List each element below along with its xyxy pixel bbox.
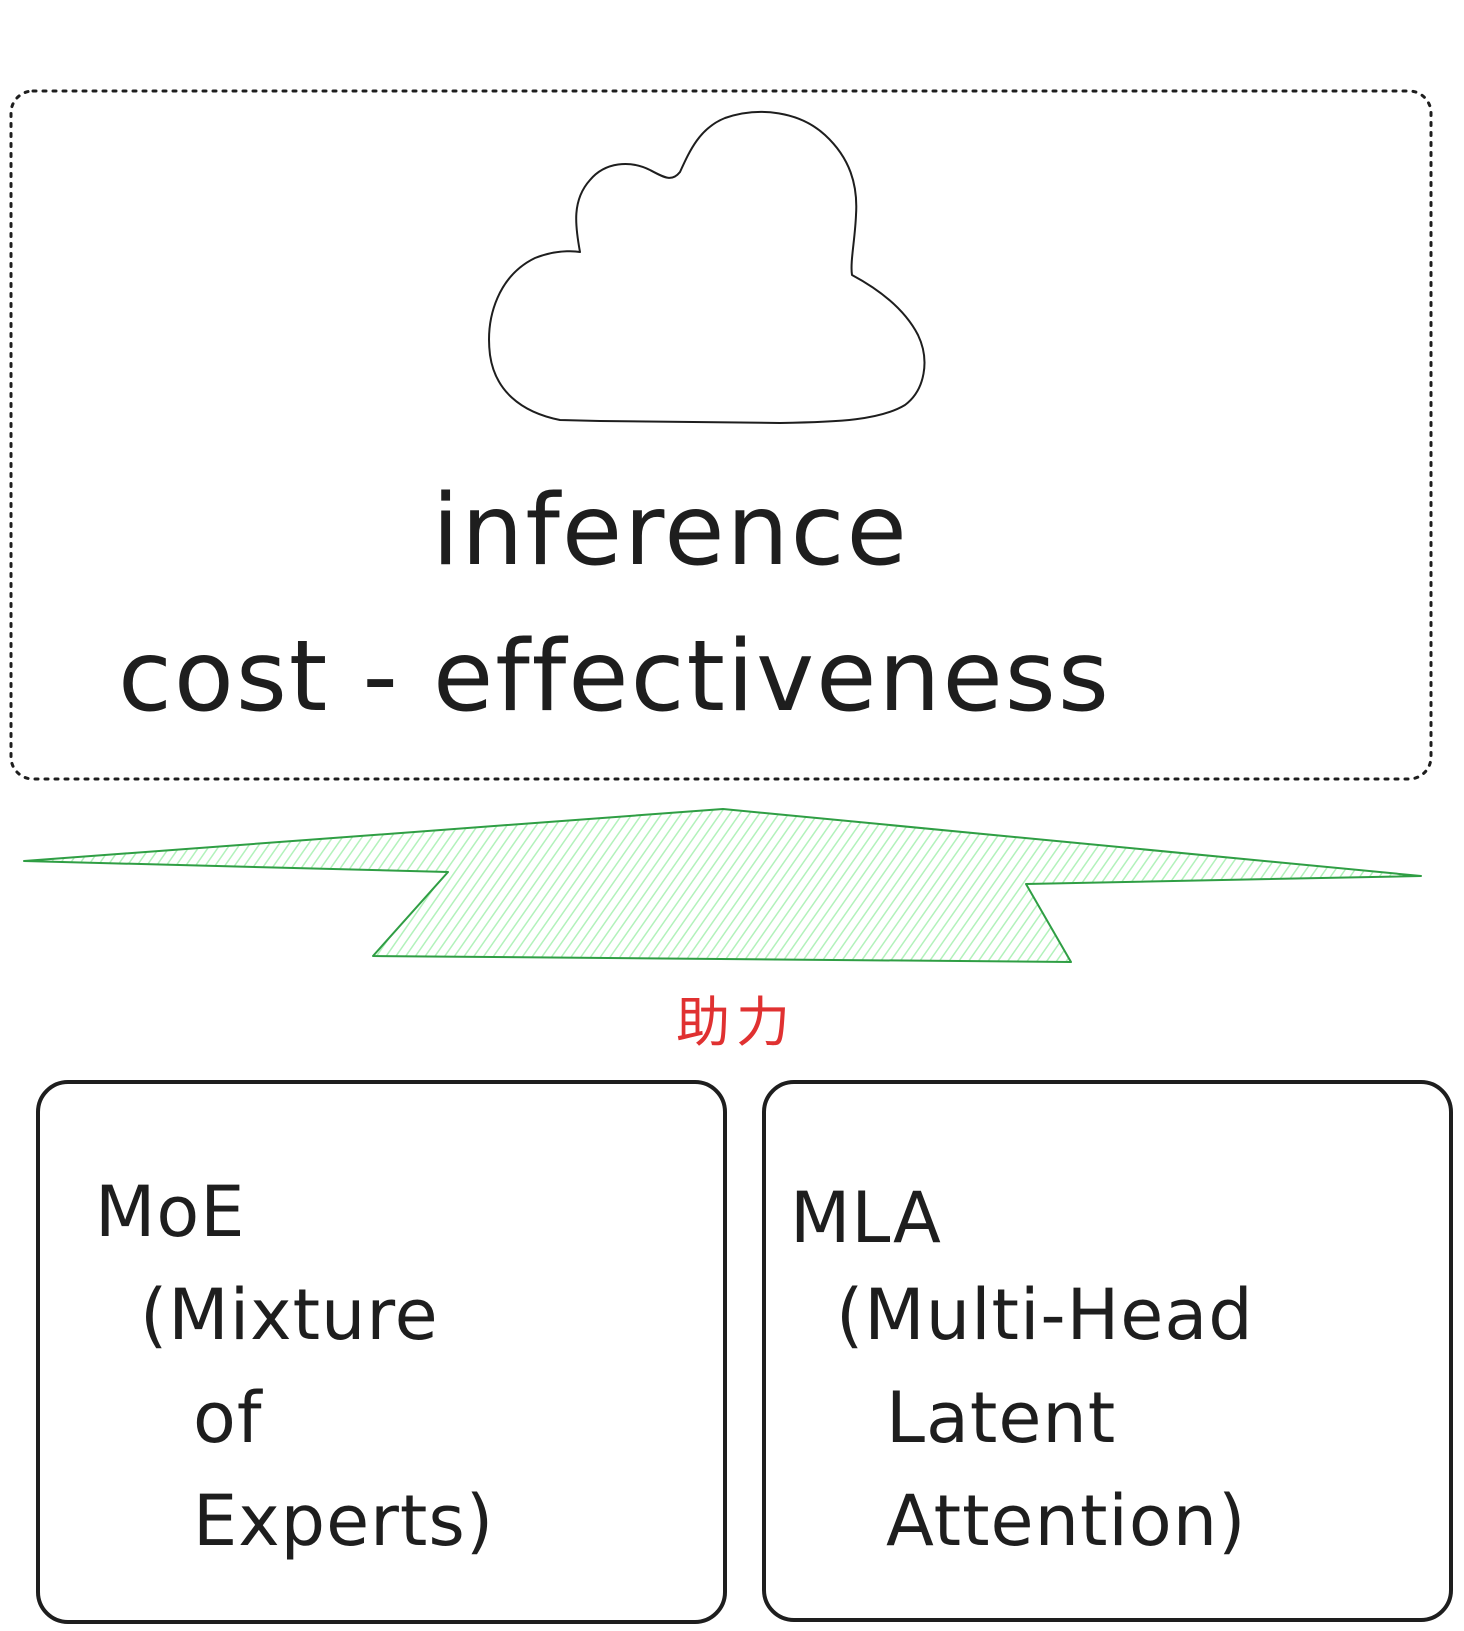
connector-label: 助力 (676, 991, 796, 1054)
title-line-1: inference (432, 474, 909, 588)
goal-container (9, 89, 1433, 781)
moe-line-3: of (193, 1377, 263, 1459)
title-line-2: cost - effectiveness (118, 620, 1111, 734)
moe-box (36, 1080, 727, 1624)
mla-line-3: Latent (886, 1377, 1117, 1459)
arrow-up-shape (23, 808, 1422, 963)
mla-box (762, 1080, 1453, 1622)
moe-line-2: (Mixture (140, 1274, 439, 1356)
mla-line-2: (Multi-Head (836, 1274, 1254, 1356)
moe-line-4: Experts) (193, 1480, 495, 1562)
mla-line-1: MLA (790, 1177, 942, 1259)
moe-line-1: MoE (95, 1171, 246, 1253)
mla-line-4: Attention) (886, 1480, 1247, 1562)
cloud-icon (488, 111, 926, 424)
